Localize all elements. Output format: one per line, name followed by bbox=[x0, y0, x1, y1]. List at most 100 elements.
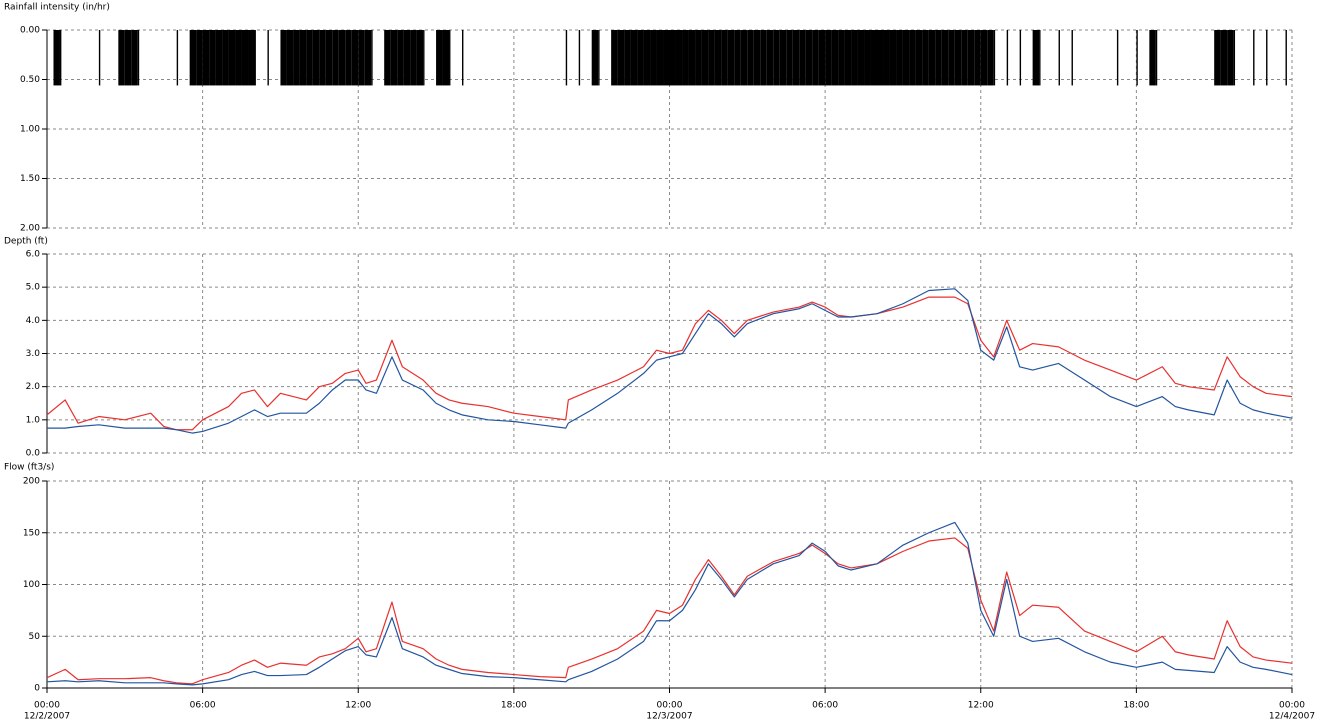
rain-bar bbox=[760, 30, 767, 86]
rain-bar bbox=[1149, 30, 1156, 86]
rain-bar bbox=[831, 30, 839, 86]
y-tick-label: 150 bbox=[23, 528, 40, 538]
rain-bar bbox=[695, 30, 702, 86]
rain-bar bbox=[902, 30, 910, 86]
rain-bar bbox=[306, 30, 313, 86]
rain-bar bbox=[436, 30, 443, 86]
x-tick-label: 18:00 bbox=[1123, 701, 1149, 711]
rain-bar bbox=[766, 30, 774, 86]
rain-bar bbox=[59, 30, 62, 86]
rain-bar bbox=[196, 30, 203, 86]
rain-bar bbox=[611, 30, 618, 86]
rain-bar bbox=[416, 30, 424, 86]
panel-title: Depth (ft) bbox=[4, 237, 48, 247]
rain-bar bbox=[1253, 30, 1255, 86]
rain-bar bbox=[345, 30, 352, 86]
rain-bar bbox=[319, 30, 326, 86]
rain-bar bbox=[967, 30, 975, 86]
rain-bar bbox=[734, 30, 741, 86]
rain-bar bbox=[598, 30, 600, 86]
rain-bar bbox=[909, 30, 916, 86]
rain-bar bbox=[857, 30, 865, 86]
y-tick-label: 0.50 bbox=[20, 75, 40, 85]
y-tick-label: 6.0 bbox=[26, 250, 41, 260]
y-tick-label: 0.0 bbox=[26, 449, 41, 459]
rain-bar bbox=[954, 30, 962, 86]
rain-bar bbox=[449, 30, 451, 86]
rain-bar bbox=[650, 30, 657, 86]
rain-bar bbox=[442, 30, 450, 86]
rain-bar bbox=[688, 30, 696, 86]
rain-bar bbox=[1227, 30, 1234, 86]
rain-bar bbox=[248, 30, 255, 86]
rain-bar bbox=[637, 30, 644, 86]
rain-bar bbox=[669, 30, 676, 86]
rain-bar bbox=[656, 30, 664, 86]
rain-bar bbox=[293, 30, 300, 86]
rain-bar bbox=[176, 30, 179, 86]
rain-bar bbox=[1058, 30, 1060, 86]
rain-bar bbox=[1071, 30, 1073, 86]
series-line bbox=[47, 288, 1293, 434]
y-tick-label: 50 bbox=[29, 632, 41, 642]
rain-bar bbox=[747, 30, 754, 86]
panel-title: Rainfall intensity (in/hr) bbox=[4, 3, 110, 13]
rain-bar bbox=[864, 30, 871, 86]
rain-bar bbox=[1006, 30, 1009, 86]
rain-bar bbox=[896, 30, 903, 86]
rain-bar bbox=[838, 30, 845, 86]
rain-bar bbox=[338, 30, 346, 86]
rain-bar bbox=[980, 30, 988, 86]
rain-bar bbox=[390, 30, 398, 86]
x-tick-label: 00:00 bbox=[657, 701, 683, 711]
rain-bar bbox=[961, 30, 968, 86]
rain-bar bbox=[753, 30, 761, 86]
x-date-label: 12/2/2007 bbox=[24, 712, 70, 719]
rain-bar bbox=[714, 30, 722, 86]
rain-bar bbox=[1136, 30, 1138, 86]
rain-bar bbox=[701, 30, 709, 86]
rain-bar bbox=[987, 30, 994, 86]
rain-bar bbox=[935, 30, 942, 86]
rain-bar bbox=[403, 30, 411, 86]
series-line bbox=[46, 521, 1293, 686]
y-tick-label: 2.00 bbox=[20, 224, 40, 234]
rain-bar bbox=[53, 30, 60, 86]
rain-bar bbox=[202, 30, 210, 86]
rain-bar bbox=[812, 30, 819, 86]
rain-bar bbox=[1032, 30, 1040, 86]
rain-bar bbox=[1220, 30, 1228, 86]
rain-bar bbox=[189, 30, 197, 86]
x-date-label: 12/4/2007 bbox=[1269, 712, 1315, 719]
rain-bar bbox=[922, 30, 929, 86]
x-tick-label: 12:00 bbox=[345, 701, 371, 711]
rain-bar bbox=[591, 30, 599, 86]
rain-bar bbox=[1285, 30, 1287, 86]
rain-bar bbox=[708, 30, 715, 86]
rain-bar bbox=[799, 30, 806, 86]
rain-bar bbox=[299, 30, 307, 86]
rain-bar bbox=[1155, 30, 1158, 86]
rain-bar bbox=[423, 30, 425, 86]
rain-bar bbox=[325, 30, 333, 86]
x-tick-label: 00:00 bbox=[34, 701, 60, 711]
rain-bar bbox=[915, 30, 923, 86]
rain-bar bbox=[462, 30, 464, 86]
rain-bar bbox=[773, 30, 780, 86]
rain-bar bbox=[870, 30, 877, 86]
x-tick-label: 12:00 bbox=[968, 701, 994, 711]
rain-bar bbox=[786, 30, 793, 86]
rain-bar bbox=[948, 30, 955, 86]
y-tick-label: 4.0 bbox=[26, 316, 41, 326]
rain-bar bbox=[364, 30, 372, 86]
y-tick-label: 1.0 bbox=[26, 415, 41, 425]
rain-bar bbox=[351, 30, 359, 86]
rain-bar bbox=[643, 30, 651, 86]
rain-bar bbox=[215, 30, 223, 86]
rain-bar bbox=[578, 30, 581, 86]
x-tick-label: 00:00 bbox=[1279, 701, 1305, 711]
x-tick-label: 06:00 bbox=[812, 701, 838, 711]
y-tick-label: 100 bbox=[23, 580, 40, 590]
